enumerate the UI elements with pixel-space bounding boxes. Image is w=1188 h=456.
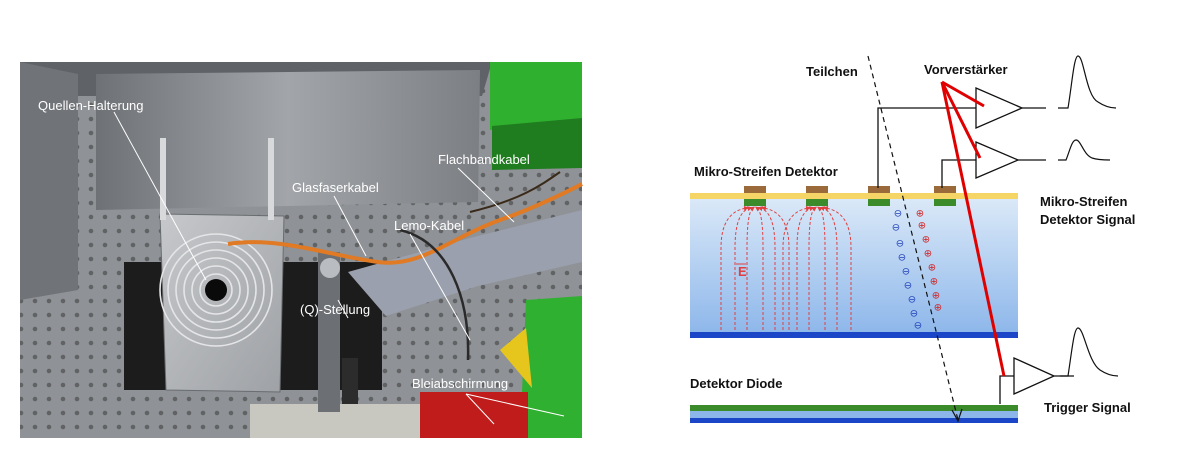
electron-symbol: ⊖: [910, 309, 918, 320]
strip-implant: [868, 199, 890, 206]
micrometer-screw: [342, 358, 358, 404]
electron-symbol: ⊖: [914, 321, 922, 332]
lemo-cable: [399, 228, 470, 361]
holder-post-left: [160, 138, 166, 220]
particle-arrowhead: [951, 408, 963, 423]
green-block-bottom-right: [520, 296, 582, 438]
electron-symbol: ⊖: [896, 239, 904, 250]
holder-ring: [183, 257, 249, 323]
diode-back-electrode: [690, 418, 1018, 423]
green-block-top-right-shade: [492, 118, 582, 170]
holder-ring: [199, 273, 233, 307]
source-hole: [205, 279, 227, 301]
field-line: [757, 206, 776, 330]
electron-symbol: ⊖: [902, 267, 910, 278]
preamp-trigger: [1013, 356, 1056, 396]
hole-symbol: ⊕: [916, 209, 924, 220]
label-particle: Teilchen: [806, 64, 858, 79]
preamp-2: [975, 141, 1020, 179]
pulse-strip-2: [1058, 139, 1111, 161]
micrometer-knob: [320, 258, 340, 278]
hole-symbol: ⊕: [924, 249, 932, 260]
field-line: [808, 206, 818, 330]
diode-top-layer: [690, 405, 1018, 411]
field-line: [761, 205, 790, 330]
holder-ring: [175, 249, 257, 331]
hole-symbol: ⊕: [918, 221, 926, 232]
hole-symbol: ⊕: [928, 263, 936, 274]
microstrip-detector-bulk: [690, 198, 1018, 336]
left-wall: [20, 62, 78, 300]
label-trigger-signal: Trigger Signal: [1044, 400, 1131, 415]
label-ribbon-cable: Flachbandkabel: [438, 152, 530, 167]
label-lemo-cable: Lemo-Kabel: [394, 218, 464, 233]
lead-shield-block: [420, 392, 528, 438]
field-line: [782, 205, 811, 330]
efield-symbol: E: [738, 264, 747, 279]
strip-implant: [806, 199, 828, 206]
strip-implant: [744, 199, 766, 206]
label-lead-shield: Bleiabschirmung: [412, 376, 508, 391]
electron-symbol: ⊖: [908, 295, 916, 306]
label-preamp: Vorverstärker: [924, 62, 1008, 77]
holder-ring: [159, 233, 273, 347]
field-line: [819, 206, 838, 330]
green-block-top-right: [490, 62, 582, 130]
hole-symbol: ⊕: [930, 277, 938, 288]
source-holder-rings: [159, 233, 273, 347]
preamp-1: [975, 87, 1024, 129]
electron-symbol: ⊖: [892, 223, 900, 234]
strip-contact: [806, 186, 828, 193]
label-microstrip-detector: Mikro-Streifen Detektor: [694, 164, 838, 179]
label-microstrip-signal-line1: Mikro-Streifen: [1040, 194, 1127, 209]
hole-symbol: ⊕: [934, 303, 942, 314]
pulse-trigger: [1060, 327, 1119, 377]
strip-implant: [934, 199, 956, 206]
electron-symbol: ⊖: [898, 253, 906, 264]
detector-diagram: E ⊖⊖⊖⊖⊖⊖⊖⊖⊖⊕⊕⊕⊕⊕⊕⊕⊕⊖⊕: [690, 55, 1135, 423]
field-line: [734, 206, 753, 330]
strips: [744, 186, 956, 206]
strip-contact: [934, 186, 956, 193]
aluminium-back-wall: [96, 70, 480, 210]
holder-post-right: [268, 138, 274, 220]
strip-contact: [868, 186, 890, 193]
pulse-strip-1: [1058, 55, 1117, 109]
field-line: [823, 205, 852, 330]
diode-bulk: [690, 411, 1018, 418]
preamp-indicator-lines: [940, 80, 1006, 377]
microstrip-back-electrode: [690, 332, 1018, 338]
field-line: [720, 205, 749, 330]
ribbon-cable: [348, 210, 582, 316]
setup-photo: Quellen-Halterung Flachbandkabel Glasfas…: [20, 62, 583, 438]
readout-wiring: [877, 107, 1074, 404]
label-microstrip-signal-line2: Detektor Signal: [1040, 212, 1135, 227]
holder-ring: [191, 265, 241, 315]
electron-symbol: ⊖: [894, 209, 902, 220]
field-lines: [720, 205, 852, 330]
microstrip-metal-layer: [690, 193, 1018, 199]
label-source-holder: Quellen-Halterung: [38, 98, 144, 113]
label-detector-diode: Detektor Diode: [690, 376, 782, 391]
fiber-cable: [227, 182, 583, 265]
label-fiber-cable: Glasfaserkabel: [292, 180, 379, 195]
electron-symbol: ⊖: [904, 281, 912, 292]
micrometer-stage: [318, 252, 340, 412]
photo-leader-lines: [113, 111, 565, 425]
dark-cable: [469, 171, 561, 213]
yellow-sticker: [500, 328, 532, 388]
label-position: (Q)-Stellung: [300, 302, 370, 317]
hole-symbol: ⊕: [922, 235, 930, 246]
hole-symbol: ⊕: [932, 291, 940, 302]
holder-ring: [167, 241, 265, 339]
field-line: [796, 206, 815, 330]
strip-contact: [744, 186, 766, 193]
field-line: [746, 206, 756, 330]
